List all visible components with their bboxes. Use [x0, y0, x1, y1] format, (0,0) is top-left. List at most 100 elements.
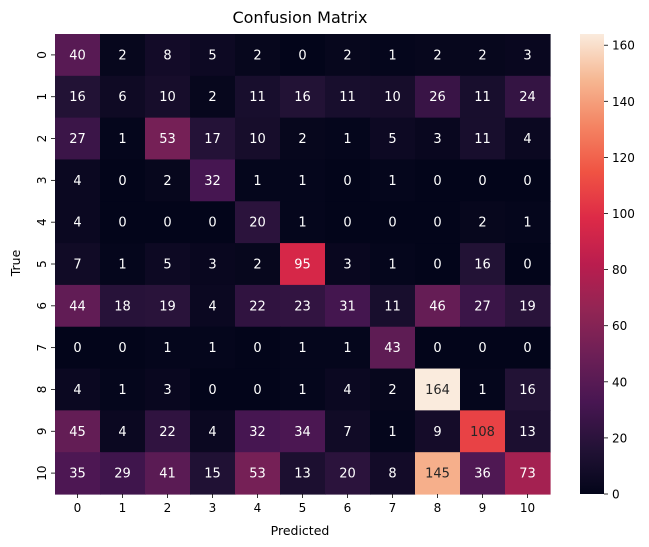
heatmap-cell	[505, 410, 551, 453]
cell-value-label: 1	[298, 341, 306, 356]
cell-value-label: 2	[118, 48, 126, 63]
heatmap-cell	[280, 284, 326, 328]
heatmap-cell	[235, 117, 281, 161]
cell-value-label: 1	[343, 132, 351, 147]
cell-value-label: 11	[339, 90, 356, 105]
heatmap-cell	[280, 34, 326, 77]
cell-value-label: 0	[118, 341, 126, 356]
cell-value-label: 10	[384, 90, 401, 105]
heatmap-cell	[415, 75, 461, 119]
heatmap-cell	[460, 452, 506, 495]
heatmap-cell	[505, 34, 551, 77]
cell-value-label: 16	[294, 90, 311, 105]
heatmap-cell	[460, 243, 506, 286]
x-tick-label: 6	[344, 501, 352, 515]
heatmap-cell	[280, 410, 326, 453]
cell-value-label: 9	[433, 425, 441, 440]
heatmap-cell	[415, 159, 461, 202]
cell-value-label: 0	[118, 216, 126, 231]
heatmap-cell	[370, 75, 416, 119]
cell-value-label: 7	[343, 425, 351, 440]
colorbar-tick-label: 80	[612, 263, 627, 277]
heatmap-cell	[235, 75, 281, 119]
cell-value-label: 1	[208, 341, 216, 356]
cell-value-label: 1	[118, 132, 126, 147]
cell-value-label: 10	[159, 90, 176, 105]
cell-value-label: 1	[388, 48, 396, 63]
cell-value-label: 0	[433, 216, 441, 231]
x-tick-label: 3	[209, 501, 217, 515]
heatmap-cell	[100, 410, 146, 453]
cell-value-label: 95	[294, 258, 311, 273]
x-tick-label: 0	[74, 501, 82, 515]
cell-value-label: 5	[163, 258, 171, 273]
cell-value-label: 11	[474, 132, 491, 147]
heatmap-cell	[55, 34, 101, 77]
heatmap-cell	[370, 410, 416, 453]
colorbar: 0 20 40 60 80 100 120 140 160	[580, 34, 635, 502]
cell-value-label: 27	[474, 299, 491, 314]
heatmap-cell	[190, 284, 236, 328]
cell-value-label: 2	[253, 258, 261, 273]
y-tick-label: 1	[35, 93, 49, 101]
heatmap-cell	[100, 34, 146, 77]
heatmap-cell	[460, 410, 506, 453]
x-tick-label: 2	[164, 501, 172, 515]
cell-value-label: 7	[73, 258, 81, 273]
cell-value-label: 6	[118, 90, 126, 105]
cell-value-label: 1	[253, 174, 261, 189]
cell-value-label: 32	[204, 174, 221, 189]
heatmap-cell	[235, 410, 281, 453]
heatmap-cell	[325, 326, 371, 370]
heatmap-cell	[145, 368, 191, 411]
heatmap-cell	[100, 368, 146, 411]
cell-value-label: 0	[73, 341, 81, 356]
cell-value-label: 0	[208, 216, 216, 231]
y-tick-label: 7	[35, 344, 49, 352]
cell-value-label: 1	[388, 258, 396, 273]
cell-value-label: 3	[163, 383, 171, 398]
cell-value-label: 1	[298, 174, 306, 189]
heatmap-cell	[325, 201, 371, 244]
cell-value-label: 16	[69, 90, 86, 105]
cell-value-label: 45	[69, 425, 86, 440]
heatmap-cell	[505, 452, 551, 495]
cell-value-label: 22	[249, 299, 266, 314]
cell-value-label: 1	[388, 425, 396, 440]
cell-value-label: 10	[249, 132, 266, 147]
heatmap-cell	[325, 117, 371, 161]
cell-value-label: 35	[69, 467, 86, 482]
heatmap-cell	[370, 452, 416, 495]
heatmap-cell	[190, 368, 236, 411]
cell-value-label: 0	[298, 48, 306, 63]
heatmap-cell	[55, 117, 101, 161]
heatmap-cell	[460, 284, 506, 328]
heatmap-cell	[235, 284, 281, 328]
heatmap-cell	[190, 75, 236, 119]
cell-value-label: 32	[249, 425, 266, 440]
heatmap-cell	[145, 117, 191, 161]
heatmap-cell	[325, 284, 371, 328]
cell-value-label: 11	[384, 299, 401, 314]
cell-value-label: 18	[114, 299, 131, 314]
heatmap-cell	[370, 368, 416, 411]
cell-value-label: 3	[343, 258, 351, 273]
y-tick-label: 8	[35, 386, 49, 394]
heatmap-cell	[460, 159, 506, 202]
heatmap-cell	[145, 34, 191, 77]
cell-value-label: 1	[523, 216, 531, 231]
cell-value-label: 29	[114, 467, 131, 482]
cell-value-label: 4	[523, 132, 531, 147]
cell-value-label: 31	[339, 299, 356, 314]
cell-value-label: 53	[159, 132, 176, 147]
cell-value-label: 2	[388, 383, 396, 398]
cell-value-label: 1	[118, 383, 126, 398]
cell-value-label: 0	[208, 383, 216, 398]
cell-value-label: 16	[519, 383, 536, 398]
cell-value-label: 2	[343, 48, 351, 63]
heatmap-cell	[55, 243, 101, 286]
cell-value-label: 0	[253, 383, 261, 398]
cell-value-label: 17	[204, 132, 221, 147]
cell-value-label: 8	[163, 48, 171, 63]
